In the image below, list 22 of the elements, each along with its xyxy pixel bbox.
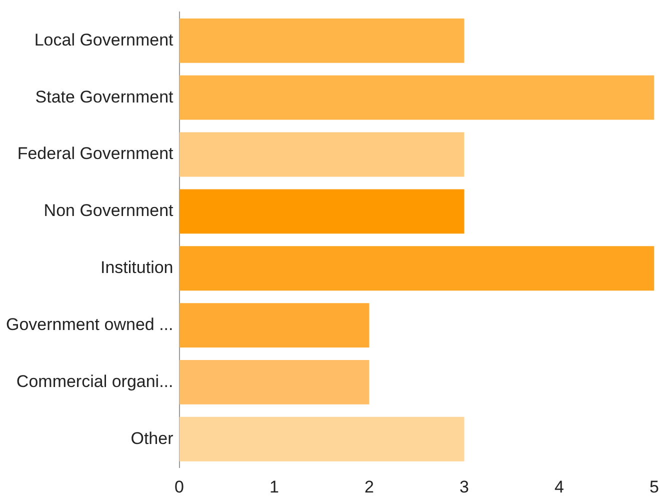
bar [179, 246, 654, 291]
y-tick-label: Institution [100, 258, 174, 278]
y-tick-label: State Government [35, 87, 174, 106]
y-tick-label: Non Government [44, 201, 174, 220]
bar [179, 132, 464, 177]
x-tick-label: 0 [174, 477, 184, 496]
bar [179, 416, 464, 462]
y-tick-label: Government owned ... [6, 314, 174, 334]
x-tick-label: 2 [364, 477, 374, 496]
y-tick-label: Federal Government [17, 144, 174, 164]
x-tick-label: 1 [270, 477, 279, 496]
x-tick-label: 5 [650, 477, 660, 496]
x-tick-label: 4 [554, 477, 564, 496]
bar [179, 189, 464, 234]
y-tick-label: Local Government [34, 30, 174, 50]
y-tick-label: Commercial organi... [16, 372, 174, 391]
y-tick-label: Other [130, 428, 174, 448]
x-tick-label: 3 [460, 477, 469, 496]
bar [179, 360, 370, 404]
bar [179, 75, 654, 120]
bar [179, 303, 370, 348]
bar [179, 18, 464, 63]
